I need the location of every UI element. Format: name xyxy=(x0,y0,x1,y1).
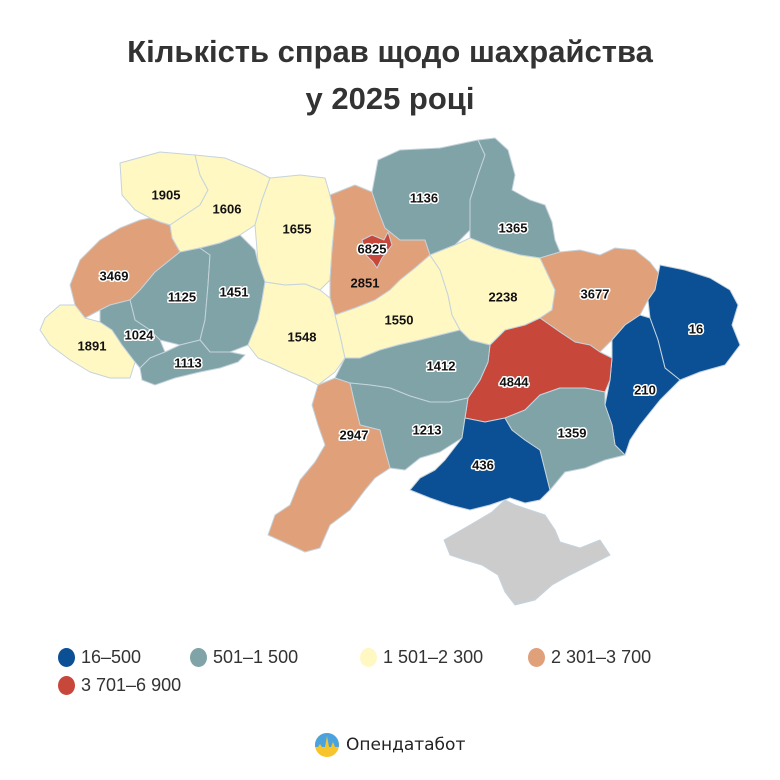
label-volyn: 1905 xyxy=(152,187,181,202)
opendatabot-logo-icon xyxy=(315,733,339,757)
label-kyiv-city: 6825 xyxy=(358,241,387,256)
label-khmelnytskyi: 1451 xyxy=(220,284,249,299)
legend-label: 16–500 xyxy=(81,646,142,667)
label-lviv: 3469 xyxy=(100,268,129,283)
legend-item-3701-6900: 3 701–6 900 xyxy=(58,675,181,696)
label-cherkasy: 1550 xyxy=(385,312,414,327)
label-rivne: 1606 xyxy=(213,201,242,216)
legend-label: 3 701–6 900 xyxy=(81,674,182,695)
region-vinnytsia[interactable] xyxy=(247,281,346,386)
label-mykolaiv: 1213 xyxy=(413,422,442,437)
label-dnipropetrovsk: 4844 xyxy=(500,374,530,389)
brand-name: Опендатабот xyxy=(346,735,466,755)
page-title: Кількість справ щодо шахрайства у 2025 р… xyxy=(0,28,780,122)
label-odesa: 2947 xyxy=(340,427,369,442)
legend-item-501-1500: 501–1 500 xyxy=(190,647,360,668)
title-line-1: Кількість справ щодо шахрайства xyxy=(127,34,653,69)
label-sumy: 1365 xyxy=(499,220,528,235)
legend-dot-icon xyxy=(360,647,377,667)
legend-row-1: 16–500 501–1 500 1 501–2 300 2 301–3 700 xyxy=(58,643,758,671)
label-kherson: 436 xyxy=(472,457,494,472)
brand-logo: Опендатабот xyxy=(314,732,465,758)
region-chernivtsi[interactable] xyxy=(139,339,246,386)
region-odesa[interactable] xyxy=(267,377,391,553)
label-chernihiv: 1136 xyxy=(410,190,438,205)
label-zakarpattia: 1891 xyxy=(78,338,107,353)
label-zaporizhzhia: 1359 xyxy=(558,425,587,440)
label-luhansk: 16 xyxy=(689,321,703,336)
label-ivano-frankivsk: 1024 xyxy=(125,327,155,342)
region-luhansk[interactable] xyxy=(647,264,741,381)
legend-dot-icon xyxy=(58,647,75,667)
label-ternopil: 1125 xyxy=(168,289,196,304)
region-zaporizhzhia[interactable] xyxy=(504,387,626,491)
label-kirovohrad: 1412 xyxy=(427,358,456,373)
label-chernivtsi: 1113 xyxy=(174,355,202,370)
label-poltava: 2238 xyxy=(489,289,518,304)
legend-item-2301-3700: 2 301–3 700 xyxy=(528,647,651,668)
legend-item-1501-2300: 1 501–2 300 xyxy=(360,647,528,668)
legend-dot-icon xyxy=(190,647,207,667)
legend-item-16-500: 16–500 xyxy=(58,647,190,668)
region-crimea xyxy=(443,499,611,606)
legend-row-2: 3 701–6 900 xyxy=(58,671,758,699)
legend: 16–500 501–1 500 1 501–2 300 2 301–3 700… xyxy=(58,643,758,699)
region-chernihiv[interactable] xyxy=(371,139,486,256)
title-line-2: у 2025 році xyxy=(305,81,475,116)
region-kyiv-city[interactable] xyxy=(361,231,393,269)
label-donetsk: 210 xyxy=(634,382,656,397)
legend-dot-icon xyxy=(528,647,545,667)
legend-label: 2 301–3 700 xyxy=(551,646,652,667)
label-zhytomyr: 1655 xyxy=(283,221,312,236)
label-vinnytsia: 1548 xyxy=(288,329,317,344)
label-kyiv-oblast: 2851 xyxy=(351,275,380,290)
legend-label: 501–1 500 xyxy=(213,646,299,667)
label-kharkiv: 3677 xyxy=(581,286,610,301)
legend-dot-icon xyxy=(58,675,75,695)
legend-label: 1 501–2 300 xyxy=(383,646,484,667)
